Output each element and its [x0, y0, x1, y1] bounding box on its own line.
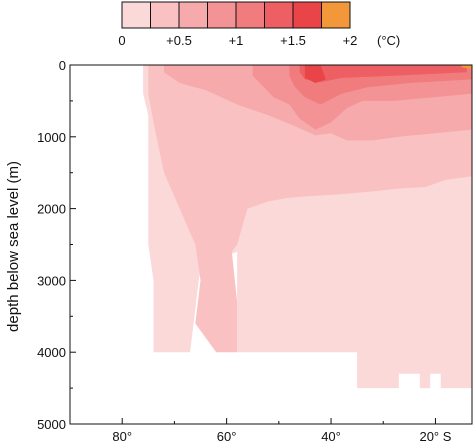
- colorbar-tick-label: +1: [229, 33, 244, 48]
- colorbar-tick-label: +1.5: [280, 33, 306, 48]
- colorbar-swatch-2: [178, 1, 208, 29]
- colorbar-ticks: 0 +0.5 +1 +1.5 +2: [118, 33, 357, 48]
- colorbar-swatch-1: [150, 1, 180, 29]
- x-tick-label: 40°: [321, 429, 341, 444]
- colorbar: [121, 1, 351, 29]
- colorbar-tick-label: +2: [343, 33, 358, 48]
- contour-regions: [143, 65, 473, 389]
- colorbar-swatch-6: [292, 1, 322, 29]
- y-tick-label: 1000: [37, 130, 66, 145]
- contour-region-7: [461, 65, 472, 70]
- colorbar-tick-label: +0.5: [166, 33, 192, 48]
- x-tick-label: 60°: [217, 429, 237, 444]
- y-axis-title: depth below sea level (m): [5, 161, 22, 332]
- contour-region-5: [299, 65, 467, 83]
- plot-area: [143, 65, 473, 389]
- x-tick-label: 20° S: [419, 429, 451, 444]
- y-tick-label: 4000: [37, 345, 66, 360]
- y-tick-label: 0: [59, 58, 66, 73]
- colorbar-swatch-3: [207, 1, 237, 29]
- y-tick-label: 3000: [37, 273, 66, 288]
- x-tick-label: 80°: [112, 429, 132, 444]
- x-axis: 80° 60° 40° 20° S: [69, 418, 452, 444]
- colorbar-tick-label: 0: [118, 33, 125, 48]
- y-tick-label: 2000: [37, 202, 66, 217]
- colorbar-swatch-7: [321, 1, 351, 29]
- y-tick-label: 5000: [37, 417, 66, 432]
- colorbar-swatch-5: [264, 1, 294, 29]
- y-axis: 0 1000 2000 3000 4000 5000: [37, 58, 76, 432]
- colorbar-unit-label: (°C): [377, 33, 400, 48]
- colorbar-swatch-0: [121, 1, 151, 29]
- contour-region-6: [304, 65, 326, 83]
- colorbar-swatch-4: [235, 1, 265, 29]
